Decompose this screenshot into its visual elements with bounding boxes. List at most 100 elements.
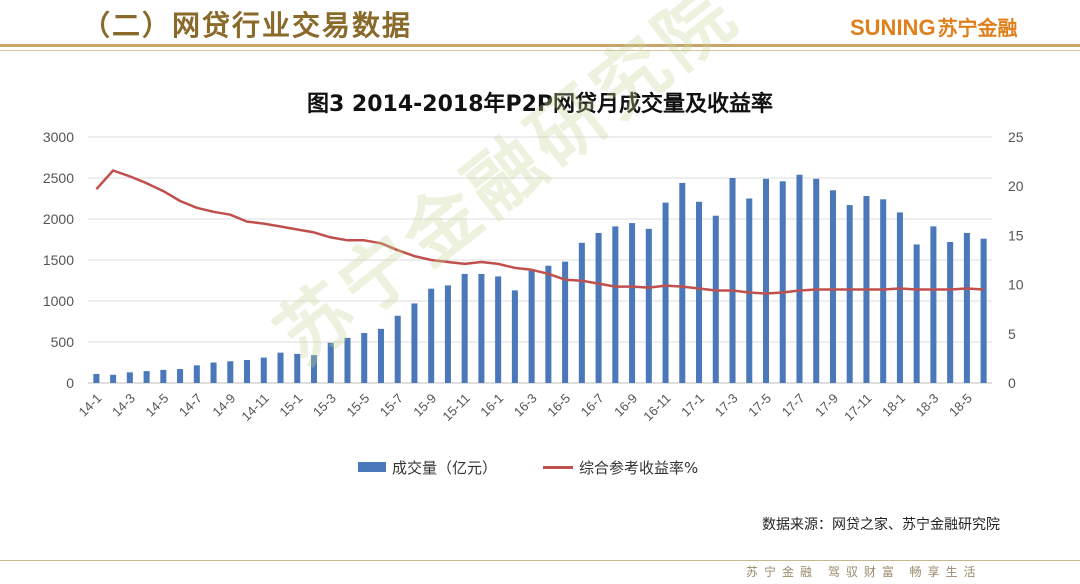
bar [344, 337, 351, 383]
x-axis-labels: 14-1 14-3 14-5 14-7 14-9 14-11 15-1 15-3 15-5 15-… [75, 391, 975, 424]
bar [729, 178, 736, 383]
x-axis-tick-label: 18-3 [913, 391, 942, 420]
bar [746, 198, 753, 383]
bar [545, 265, 552, 383]
bar [277, 352, 284, 383]
bar [645, 228, 652, 383]
bar [444, 285, 451, 383]
bar [110, 374, 117, 383]
x-axis-tick-label: 18-5 [946, 391, 975, 420]
source-note: 数据来源：网贷之家、苏宁金融研究院 [762, 517, 1000, 533]
bar [779, 181, 786, 383]
bar [963, 232, 970, 383]
bar [377, 328, 384, 383]
left-axis-tick-label: 1500 [43, 252, 74, 268]
right-axis-tick-label: 25 [1008, 129, 1024, 145]
x-axis-tick-label: 14-9 [209, 391, 238, 420]
bar [880, 199, 887, 383]
x-axis-tick-label: 18-1 [879, 391, 908, 420]
chart-title: 图3 2014-2018年P2P网贷月成交量及收益率 [306, 92, 774, 117]
chart-legend: 成交量（亿元） 综合参考收益率% [0, 455, 1080, 479]
right-axis-tick-label: 5 [1008, 326, 1016, 342]
x-axis-tick-label: 17-1 [678, 391, 707, 420]
bar [260, 357, 267, 383]
x-axis-tick-label: 17-3 [712, 391, 741, 420]
bar [511, 290, 518, 383]
right-axis-tick-label: 0 [1008, 375, 1016, 391]
header-divider [0, 44, 1080, 47]
bar [461, 273, 468, 383]
legend-label-yield: 综合参考收益率% [579, 458, 699, 477]
bar [528, 270, 535, 383]
bar [913, 244, 920, 383]
chart-grid [88, 136, 992, 384]
x-axis-tick-label: 17-7 [779, 391, 808, 420]
bar [428, 288, 435, 383]
bar [361, 332, 368, 383]
bar [562, 261, 569, 383]
x-axis-tick-label: 14-5 [142, 391, 171, 420]
bar [210, 362, 217, 383]
x-axis-tick-label: 15-11 [439, 391, 472, 424]
right-axis-tick-label: 15 [1008, 227, 1024, 243]
x-axis-tick-label: 16-5 [544, 391, 573, 420]
bar [612, 226, 619, 383]
brand-name-en: SUNING [850, 15, 936, 40]
x-axis-tick-label: 16-7 [578, 391, 607, 420]
chart-canvas: 0 500 1000 1500 2000 2500 3000 0 5 10 15 20 25 14-1… [43, 129, 1024, 424]
legend-label-volume: 成交量（亿元） [392, 458, 498, 477]
x-axis-tick-label: 16-1 [477, 391, 506, 420]
footer-slogan: 苏宁金融 驾驭财富 畅享生活 [746, 565, 982, 579]
x-axis-tick-label: 17-5 [745, 391, 774, 420]
bar [696, 201, 703, 383]
bar [796, 174, 803, 383]
x-axis-tick-label: 16-9 [611, 391, 640, 420]
bar [595, 232, 602, 383]
bar [662, 202, 669, 383]
left-axis-tick-label: 2000 [43, 211, 74, 227]
legend-item-volume: 成交量（亿元） [358, 455, 497, 479]
footer-divider [0, 560, 1080, 561]
x-axis-tick-label: 14-11 [238, 391, 271, 424]
bar [193, 365, 200, 383]
x-axis-tick-label: 14-1 [75, 391, 104, 420]
x-axis-tick-label: 15-3 [310, 391, 339, 420]
yield-line [95, 169, 984, 295]
bar [143, 371, 150, 383]
x-axis-tick-label: 14-7 [176, 391, 205, 420]
section-title: （二）网贷行业交易数据 [82, 9, 413, 42]
right-axis-labels: 0 5 10 15 20 25 [1008, 129, 1024, 391]
bar [327, 342, 334, 383]
bar [495, 276, 502, 383]
bar [227, 361, 234, 383]
bar [629, 223, 636, 383]
bar [896, 212, 903, 383]
x-axis-tick-label: 15-9 [410, 391, 439, 420]
bar [310, 355, 318, 383]
legend-swatch-line [543, 465, 573, 469]
x-axis-tick-label: 17-9 [812, 391, 841, 420]
bar [578, 242, 585, 383]
bar [980, 238, 987, 383]
x-axis-tick-label: 16-11 [640, 391, 673, 424]
line-series [95, 169, 984, 295]
left-axis-tick-label: 2500 [43, 170, 74, 186]
bar [394, 315, 401, 383]
header-divider-thin [0, 50, 1080, 51]
x-axis-tick-label: 16-3 [511, 391, 540, 420]
left-axis-tick-label: 1000 [43, 293, 74, 309]
x-axis-tick-label: 15-1 [276, 391, 305, 420]
bar [244, 360, 251, 383]
page-header: （二）网贷行业交易数据 SUNING 苏宁金融 [0, 0, 1080, 52]
bar [411, 303, 418, 383]
brand-logo: SUNING 苏宁金融 [850, 12, 1018, 41]
left-axis-labels: 0 500 1000 1500 2000 2500 3000 [43, 129, 74, 391]
x-axis-tick-label: 15-7 [377, 391, 406, 420]
bar [762, 178, 770, 383]
x-axis-tick-label: 15-5 [343, 391, 372, 420]
bar [829, 190, 836, 383]
right-axis-tick-label: 20 [1008, 178, 1024, 194]
bar [846, 205, 853, 383]
bar [93, 373, 100, 383]
bar [712, 215, 719, 383]
